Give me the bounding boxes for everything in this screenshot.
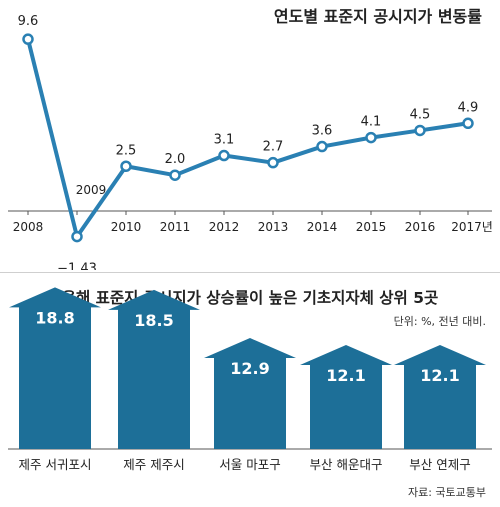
- data-point: [316, 140, 328, 153]
- bar-value-label: 12.1: [420, 366, 459, 385]
- arrow-bar: [9, 287, 101, 449]
- x-tick-label: 2012: [209, 220, 240, 234]
- x-tick-label: 2013: [258, 220, 289, 234]
- bar-chart: 올해 표준지 공시지가 상승률이 높은 기초지자체 상위 5곳 단위: %, 전…: [8, 287, 492, 499]
- value-label: 2.5: [116, 143, 137, 158]
- x-tick-label: 2017년: [451, 220, 493, 234]
- bar-value-label: 18.8: [35, 308, 74, 327]
- source-note: 자료: 국토교통부: [408, 486, 486, 499]
- line-chart-title: 연도별 표준지 공시지가 변동률: [274, 7, 482, 26]
- value-label: 3.6: [312, 124, 333, 139]
- data-point: [365, 131, 377, 144]
- data-point: [218, 149, 230, 162]
- unit-note: 단위: %, 전년 대비.: [394, 315, 486, 328]
- data-point: [120, 160, 132, 172]
- x-tick-label: 2014: [307, 220, 338, 234]
- value-label: 4.9: [458, 100, 479, 115]
- bar-chart-title: 올해 표준지 공시지가 상승률이 높은 기초지자체 상위 5곳: [62, 289, 439, 307]
- category-label: 서울 마포구: [219, 457, 280, 472]
- bar-value-label: 12.1: [326, 366, 365, 385]
- x-tick-label: 2015: [356, 220, 387, 234]
- value-label: 4.1: [361, 115, 382, 130]
- x-tick-label: 2008: [13, 220, 44, 234]
- category-label: 제주 서귀포시: [19, 457, 92, 472]
- x-tick-label: 2010: [111, 220, 142, 234]
- x-tick-label: 2011: [160, 220, 191, 234]
- data-point: [462, 117, 474, 130]
- data-point: [169, 169, 181, 181]
- value-label: 4.5: [410, 107, 431, 122]
- value-label: 9.6: [18, 14, 39, 29]
- value-label: 2.7: [263, 140, 284, 155]
- value-label: 2.0: [165, 152, 186, 167]
- bar-value-label: 12.9: [230, 359, 269, 378]
- arrow-bar: [300, 344, 392, 449]
- category-label: 부산 연제구: [409, 457, 470, 472]
- data-point: [71, 230, 83, 243]
- series-line: [26, 38, 469, 239]
- line-chart: 연도별 표준지 공시지가 변동률 9.6 −1.43 2.5 2.0 3.1 2.7 3.6…: [8, 7, 493, 270]
- arrow-bar: [394, 344, 486, 449]
- category-label: 제주 제주시: [123, 457, 184, 472]
- x-tick-label: 2009: [76, 183, 107, 197]
- x-tick-label: 2016: [405, 220, 436, 234]
- value-label: −1.43: [57, 262, 97, 270]
- arrow-bar: [108, 289, 200, 449]
- arrow-bar: [204, 338, 296, 449]
- value-label: 3.1: [214, 133, 235, 148]
- category-label: 부산 해운대구: [310, 457, 383, 472]
- section-divider: [0, 272, 500, 273]
- data-point: [414, 124, 426, 137]
- bar-value-label: 18.5: [134, 311, 173, 330]
- data-point: [22, 33, 34, 45]
- data-point: [267, 156, 279, 169]
